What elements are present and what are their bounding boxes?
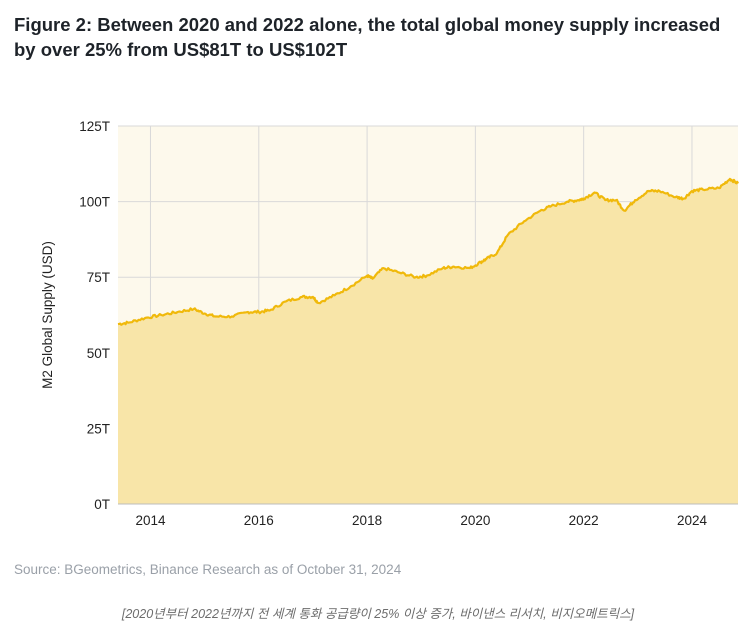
chart-container: 2014 2016 2018 2020 2022 2024 0T 25T 50T 75T 100T… bbox=[0, 92, 756, 548]
x-tick-label: 2024 bbox=[677, 513, 708, 528]
area-chart: 2014 2016 2018 2020 2022 2024 0T 25T 50T 75T 100T… bbox=[40, 119, 739, 528]
y-tick-label: 125T bbox=[79, 119, 110, 134]
x-tick-labels: 2014 2016 2018 2020 2022 2024 bbox=[135, 513, 707, 528]
source-note: Source: BGeometrics, Binance Research as… bbox=[14, 562, 402, 577]
y-tick-label: 100T bbox=[79, 195, 110, 210]
series-line bbox=[117, 177, 739, 326]
x-tick-label: 2014 bbox=[135, 513, 166, 528]
y-tick-label: 25T bbox=[87, 421, 110, 436]
x-tick-label: 2022 bbox=[569, 513, 599, 528]
y-tick-labels: 0T 25T 50T 75T 100T 125T bbox=[79, 119, 110, 512]
y-tick-label: 0T bbox=[94, 497, 110, 512]
x-tick-label: 2016 bbox=[244, 513, 274, 528]
y-axis-label: M2 Global Supply (USD) bbox=[40, 241, 55, 389]
x-tick-label: 2020 bbox=[460, 513, 490, 528]
area-fill bbox=[118, 178, 738, 504]
x-tick-label: 2018 bbox=[352, 513, 382, 528]
y-tick-label: 50T bbox=[87, 346, 110, 361]
figure-title: Figure 2: Between 2020 and 2022 alone, t… bbox=[14, 14, 721, 60]
y-tick-label: 75T bbox=[87, 270, 110, 285]
figure-caption: [2020년부터 2022년까지 전 세계 통화 공급량이 25% 이상 증가,… bbox=[121, 607, 635, 621]
